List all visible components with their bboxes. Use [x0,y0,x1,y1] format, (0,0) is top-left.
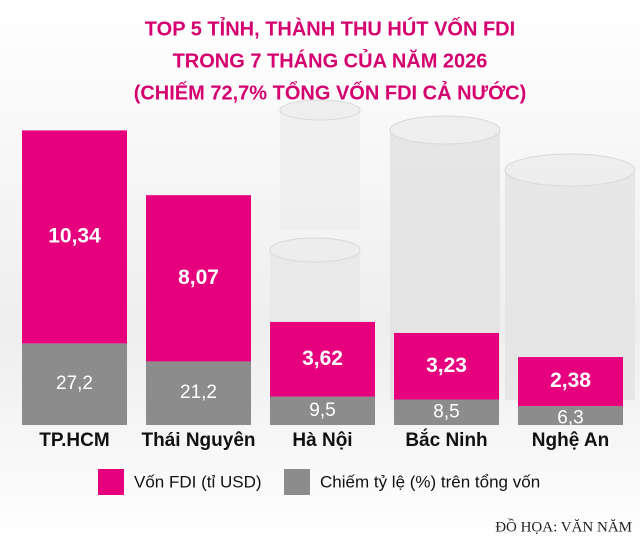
legend-swatch [284,469,310,495]
legend-label: Vốn FDI (tỉ USD) [134,472,262,491]
value-label: 6,3 [557,408,583,429]
value-label: 21,2 [180,382,217,403]
share-bar [270,396,375,425]
category-label: Hà Nội [292,430,352,451]
fdi-bar [394,332,499,400]
fdi-bar [22,130,127,344]
category-label: Thái Nguyên [141,430,255,451]
share-bar [146,361,251,425]
value-label: 8,5 [433,401,459,422]
fdi-bar [518,357,623,407]
value-label: 8,07 [178,266,219,289]
legend-swatch [98,469,124,495]
credit: ĐỒ HỌA: VĂN NĂM [495,517,632,535]
title-line: (CHIẾM 72,7% TỔNG VỐN FDI CẢ NƯỚC) [134,80,527,104]
category-label: Bắc Ninh [405,429,487,451]
value-label: 2,38 [550,369,591,392]
category-label: TP.HCM [39,430,109,451]
title-line: TRONG 7 THÁNG CỦA NĂM 2026 [173,48,488,72]
share-bar [394,399,499,425]
title-line: TOP 5 TỈNH, THÀNH THU HÚT VỐN FDI [145,16,515,40]
value-label: 10,34 [48,224,101,247]
legend-label: Chiếm tỷ lệ (%) trên tổng vốn [320,472,540,491]
share-bar [22,343,127,425]
category-label: Nghệ An [532,430,609,451]
share-bar [518,406,623,425]
value-label: 9,5 [309,400,335,421]
value-label: 27,2 [56,373,93,394]
value-label: 3,62 [302,347,343,370]
fdi-bar [270,321,375,397]
value-label: 3,23 [426,354,467,377]
chart-title: TOP 5 TỈNH, THÀNH THU HÚT VỐN FDI TRONG 7… [134,16,527,104]
fdi-bar [146,195,251,362]
